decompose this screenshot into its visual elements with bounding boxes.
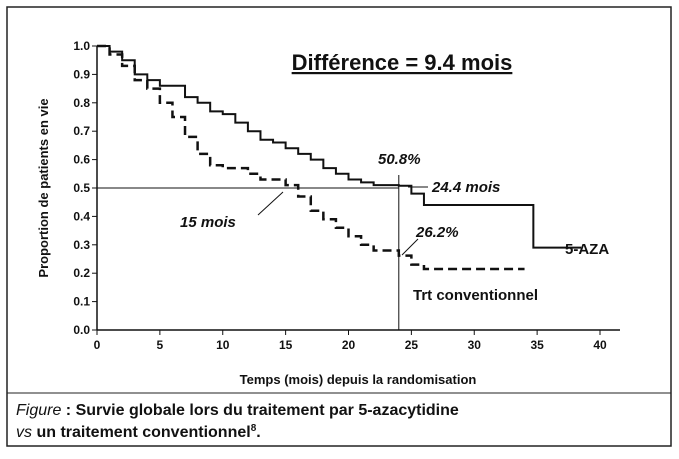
annotation: 15 mois — [180, 214, 236, 231]
y-tick-label: 0.8 — [73, 96, 90, 110]
y-tick-label: 0.0 — [73, 323, 90, 337]
annotation-pointer — [401, 238, 419, 256]
survival-curve — [97, 45, 582, 249]
x-tick-label: 0 — [94, 338, 101, 352]
caption-part: vs — [16, 424, 32, 441]
x-tick-label: 40 — [593, 338, 607, 352]
caption-part: : Survie globale lors du traitement par … — [61, 402, 459, 419]
caption-part: Figure — [16, 402, 61, 419]
x-tick-label: 5 — [157, 338, 164, 352]
frame — [6, 6, 672, 447]
x-tick-label: 20 — [342, 338, 356, 352]
caption-part: . — [256, 424, 260, 441]
x-tick-label: 10 — [216, 338, 230, 352]
annotation: 24.4 mois — [431, 179, 500, 196]
annotation: 50.8% — [378, 151, 421, 168]
annotation: 26.2% — [415, 224, 459, 241]
y-tick-label: 0.1 — [73, 295, 90, 309]
y-tick-label: 0.9 — [73, 67, 90, 81]
y-tick-label: 0.6 — [73, 153, 90, 167]
x-tick-label: 30 — [468, 338, 482, 352]
caption: Figure : Survie globale lors du traiteme… — [16, 402, 459, 419]
x-tick-label: 15 — [279, 338, 293, 352]
x-tick-label: 35 — [530, 338, 544, 352]
survival-curve — [97, 44, 525, 271]
caption-part: 8 — [251, 423, 257, 434]
chart-title: Différence = 9.4 mois — [292, 50, 513, 75]
x-axis-title: Temps (mois) depuis la randomisation — [240, 372, 477, 387]
y-tick-label: 0.7 — [73, 124, 90, 138]
series-label: 5-AZA — [565, 241, 609, 258]
caption: vs un traitement conventionnel8. — [16, 423, 261, 441]
y-tick-label: 1.0 — [73, 39, 90, 53]
caption-part: un traitement conventionnel — [32, 424, 251, 441]
y-tick-label: 0.3 — [73, 238, 90, 252]
x-tick-label: 25 — [405, 338, 419, 352]
y-tick-label: 0.2 — [73, 266, 90, 280]
y-tick-label: 0.4 — [73, 209, 90, 223]
y-tick-label: 0.5 — [73, 181, 90, 195]
series-label: Trt conventionnel — [413, 287, 538, 304]
y-axis-title: Proportion de patients en vie — [36, 98, 51, 277]
annotation-pointer — [257, 191, 284, 216]
